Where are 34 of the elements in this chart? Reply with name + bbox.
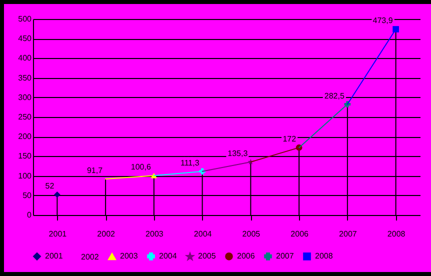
text: 2002 <box>81 252 100 262</box>
y-tick-label: 150 <box>18 152 32 161</box>
y-tick-label: 50 <box>22 190 32 200</box>
legend-label: 2007 <box>276 251 294 260</box>
x-tick-label: 2008 <box>387 230 406 238</box>
data-label: 91,7 <box>86 166 104 176</box>
legend-label: 2004 <box>159 251 178 260</box>
data-label: 111,3 <box>180 158 200 168</box>
x-tick-label: 2006 <box>290 230 310 238</box>
data-label: 52 <box>45 182 55 191</box>
x-tick-label: 2003 <box>146 230 164 238</box>
y-tick-label: 500 <box>18 14 32 24</box>
y-tick-label: 350 <box>18 73 32 82</box>
y-tick-label: 0 <box>27 210 32 220</box>
legend-label: 2005 <box>198 252 216 261</box>
data-label: 100,6 <box>130 162 152 172</box>
point <box>54 191 60 198</box>
legend-label: 2006 <box>237 251 256 260</box>
y-tick-label: 400 <box>18 54 32 63</box>
legend-label: 2008 <box>315 251 334 260</box>
legend-label: 2003 <box>120 252 138 261</box>
x-tick-label: 2005 <box>242 230 261 238</box>
legend-label: 2001 <box>45 251 64 260</box>
y-tick-label: 250 <box>18 112 32 122</box>
y-tick-label: 450 <box>18 34 32 44</box>
x-tick-label: 2007 <box>339 230 358 238</box>
point <box>392 26 399 32</box>
x-tick-label: 2001 <box>48 230 68 238</box>
x-tick-label: 2004 <box>194 230 212 238</box>
data-label: 135,3 <box>228 148 248 158</box>
x-tick-label: 2002 <box>97 230 116 238</box>
y-tick-label: 200 <box>18 132 32 142</box>
y-tick-label: 300 <box>18 92 32 102</box>
y-tick-label: 100 <box>18 171 32 180</box>
